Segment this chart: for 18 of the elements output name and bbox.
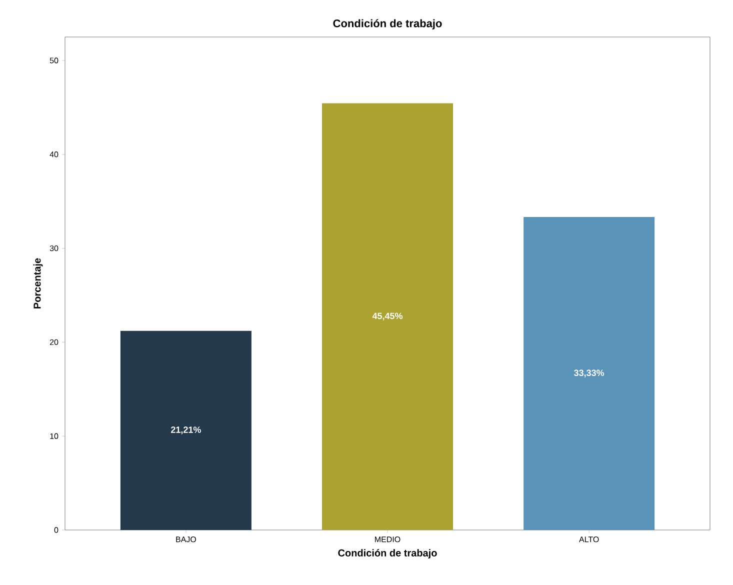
data-label: 45,45% — [372, 312, 403, 320]
y-tick-label: 20 — [50, 339, 58, 346]
chart-title: Condición de trabajo — [333, 19, 442, 30]
bar — [524, 217, 655, 530]
bar — [120, 330, 252, 530]
x-tick-label: MEDIO — [375, 536, 400, 542]
bar — [322, 103, 454, 530]
y-axis-title: Porcentaje — [33, 258, 43, 308]
y-tick-label: 40 — [50, 152, 58, 158]
y-tick-label: 0 — [54, 527, 58, 533]
x-tick-label: ALTO — [579, 536, 599, 542]
data-label: 21,21% — [170, 426, 201, 434]
x-tick-label: BAJO — [176, 536, 196, 542]
y-tick-label: 50 — [50, 58, 58, 64]
y-tick-label: 10 — [50, 433, 58, 439]
x-axis-title: Condición de trabajo — [338, 549, 437, 558]
y-tick-label: 30 — [50, 245, 58, 252]
data-label: 33,33% — [574, 370, 604, 378]
